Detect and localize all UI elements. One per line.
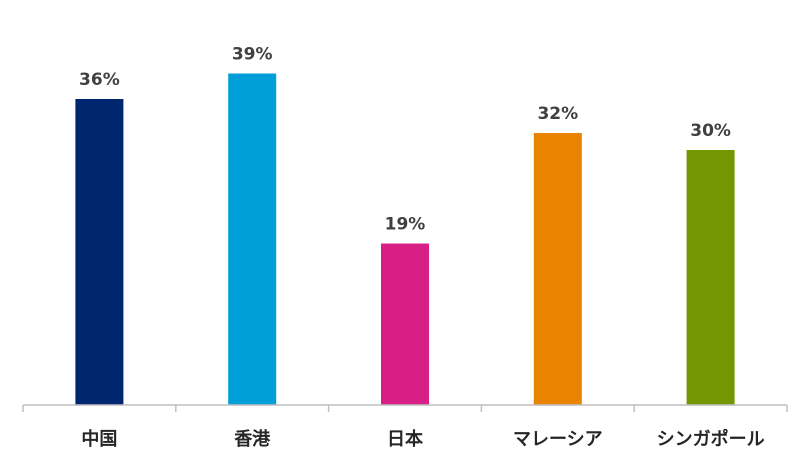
- bar-value-label: 32%: [537, 104, 578, 124]
- x-axis-ticks: [22, 405, 788, 412]
- category-label: 香港: [233, 429, 271, 450]
- bar: [533, 133, 582, 405]
- bar-value-label: 36%: [79, 70, 120, 90]
- bar-value-label: 19%: [385, 215, 426, 235]
- bar-value-label: 39%: [232, 45, 273, 65]
- category-label: マレーシア: [513, 429, 603, 450]
- bars-group: [75, 73, 735, 405]
- bar-value-label: 30%: [690, 121, 731, 141]
- category-label: 日本: [387, 428, 423, 450]
- category-label: シンガポール: [657, 428, 765, 450]
- bar: [686, 150, 735, 405]
- value-labels-group: 36% 39% 19% 32% 30%: [79, 45, 731, 235]
- bar: [228, 73, 277, 405]
- category-labels-group: 中国 香港 日本 マレーシア シンガポール: [81, 428, 764, 450]
- bar: [75, 99, 124, 405]
- bar: [381, 243, 429, 405]
- category-label: 中国: [81, 428, 117, 450]
